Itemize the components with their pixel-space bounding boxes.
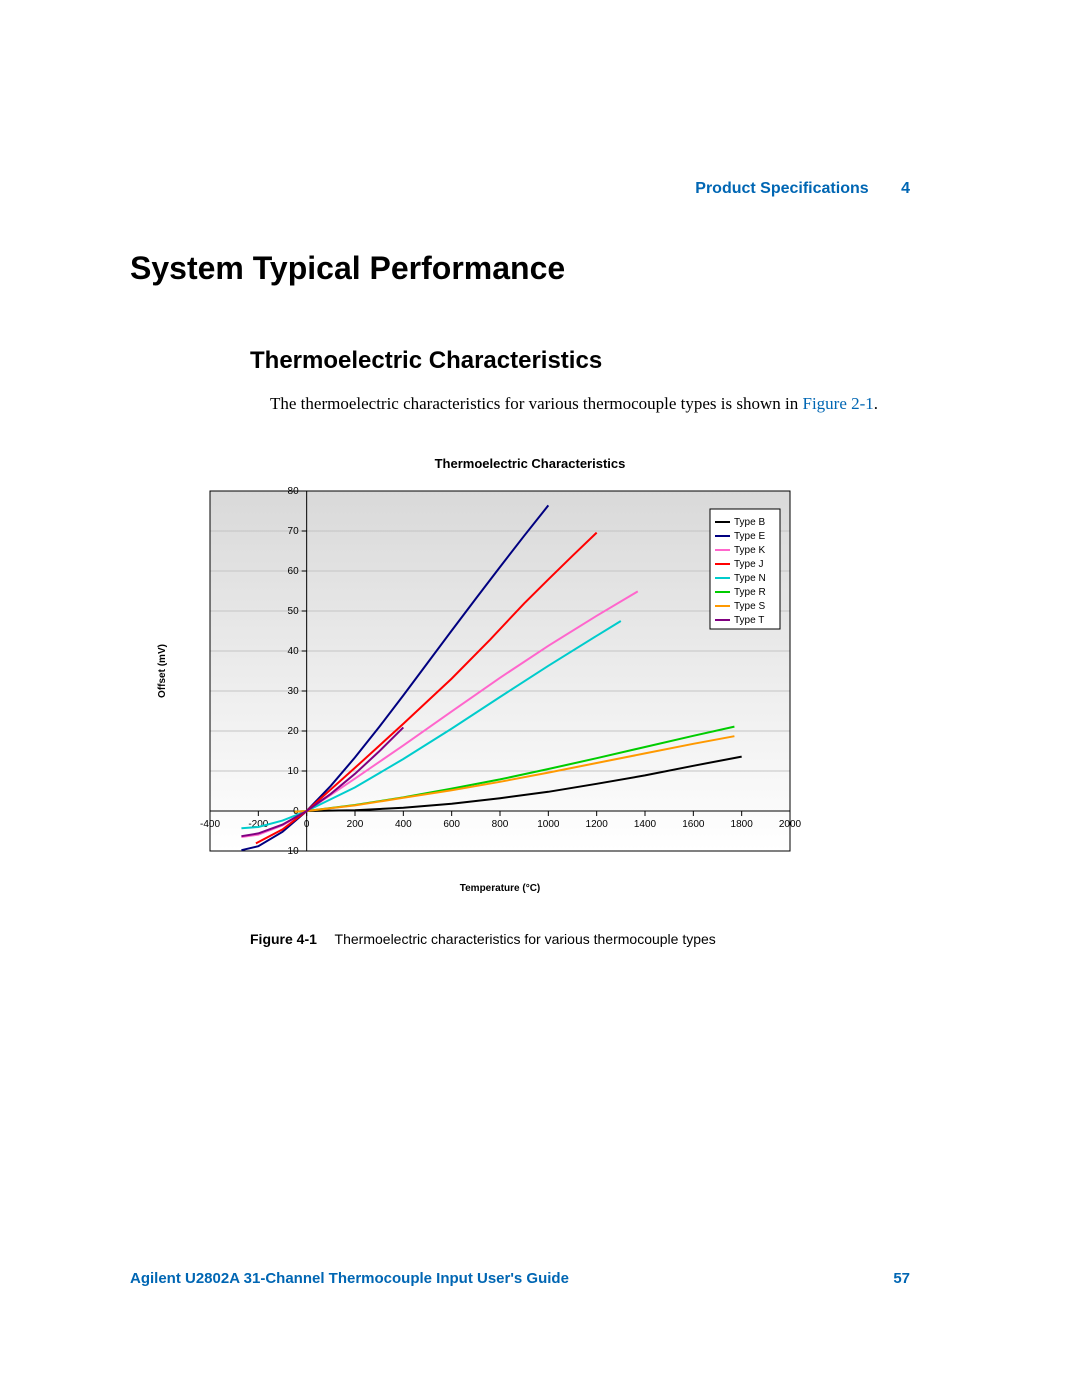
- footer-doc-title: Agilent U2802A 31-Channel Thermocouple I…: [130, 1270, 569, 1287]
- svg-text:Type T: Type T: [734, 615, 764, 626]
- svg-text:0: 0: [304, 819, 310, 830]
- svg-text:Offset (mV): Offset (mV): [157, 644, 168, 698]
- page-title: System Typical Performance: [130, 250, 970, 287]
- svg-text:-10: -10: [284, 846, 299, 857]
- svg-text:Type B: Type B: [734, 517, 765, 528]
- svg-text:1000: 1000: [537, 819, 560, 830]
- svg-text:800: 800: [492, 819, 509, 830]
- figure-caption: Figure 4-1 Thermoelectric characteristic…: [250, 931, 970, 947]
- svg-text:2000: 2000: [779, 819, 802, 830]
- chart-container: Thermoelectric Characteristics -400-2000…: [150, 456, 910, 901]
- svg-text:Type R: Type R: [734, 587, 766, 598]
- figure-caption-text: Thermoelectric characteristics for vario…: [335, 931, 716, 947]
- svg-text:Type K: Type K: [734, 545, 765, 556]
- svg-text:200: 200: [347, 819, 364, 830]
- svg-text:1200: 1200: [586, 819, 609, 830]
- svg-text:1400: 1400: [634, 819, 657, 830]
- subsection-title: Thermoelectric Characteristics: [250, 347, 970, 375]
- chart-title: Thermoelectric Characteristics: [150, 456, 910, 471]
- svg-text:Temperature (°C): Temperature (°C): [460, 883, 541, 894]
- header-section: Product Specifications 4: [695, 180, 910, 198]
- svg-text:-400: -400: [200, 819, 220, 830]
- svg-text:Type S: Type S: [734, 601, 765, 612]
- svg-text:20: 20: [288, 726, 300, 737]
- svg-text:30: 30: [288, 686, 300, 697]
- svg-text:Type E: Type E: [734, 531, 765, 542]
- body-paragraph: The thermoelectric characteristics for v…: [270, 393, 930, 416]
- body-text-post: .: [874, 394, 878, 413]
- svg-text:50: 50: [288, 606, 300, 617]
- figure-reference-link[interactable]: Figure 2-1: [803, 394, 874, 413]
- figure-caption-label: Figure 4-1: [250, 931, 317, 947]
- svg-text:80: 80: [288, 486, 300, 497]
- svg-text:1800: 1800: [731, 819, 754, 830]
- header-section-number: 4: [901, 180, 910, 197]
- body-text-pre: The thermoelectric characteristics for v…: [270, 394, 803, 413]
- svg-text:Type N: Type N: [734, 573, 766, 584]
- svg-text:70: 70: [288, 526, 300, 537]
- svg-text:40: 40: [288, 646, 300, 657]
- svg-text:60: 60: [288, 566, 300, 577]
- svg-text:400: 400: [395, 819, 412, 830]
- page-footer: Agilent U2802A 31-Channel Thermocouple I…: [130, 1270, 910, 1287]
- svg-text:10: 10: [288, 766, 300, 777]
- line-chart: -400-20002004006008001000120014001600180…: [150, 481, 910, 901]
- svg-text:600: 600: [443, 819, 460, 830]
- footer-page-number: 57: [893, 1270, 910, 1287]
- svg-text:1600: 1600: [682, 819, 705, 830]
- svg-text:Type J: Type J: [734, 559, 763, 570]
- header-section-label: Product Specifications: [695, 180, 868, 197]
